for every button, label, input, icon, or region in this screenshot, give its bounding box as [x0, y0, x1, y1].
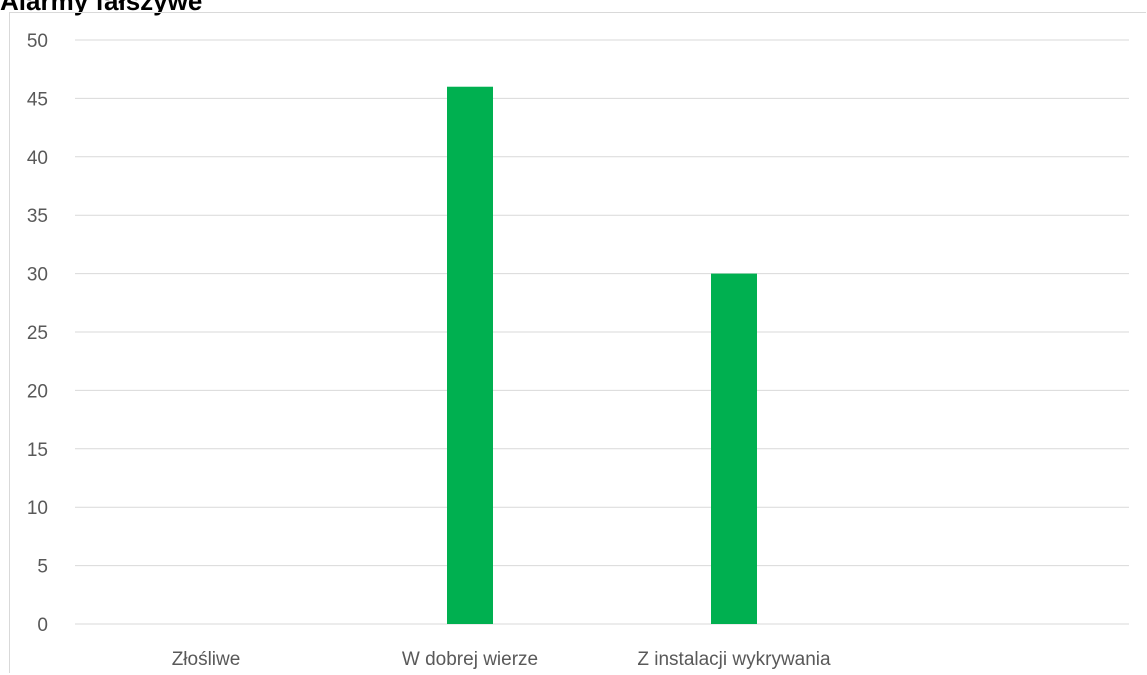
y-tick-label: 50 — [27, 31, 48, 52]
chart-frame — [9, 12, 1146, 673]
y-tick-label: 25 — [27, 323, 48, 344]
x-category-label: Złośliwe — [172, 649, 241, 670]
y-tick-label: 45 — [27, 89, 48, 110]
y-tick-label: 0 — [37, 615, 48, 636]
y-tick-label: 15 — [27, 440, 48, 461]
y-tick-label: 35 — [27, 206, 48, 227]
y-tick-label: 30 — [27, 265, 48, 286]
bar — [447, 86, 493, 625]
x-category-label: Z instalacji wykrywania — [637, 649, 831, 670]
y-tick-label: 10 — [27, 498, 48, 519]
y-tick-label: 5 — [37, 557, 48, 578]
y-tick-label: 20 — [27, 381, 48, 402]
x-category-label: W dobrej wierze — [402, 649, 538, 670]
bar — [711, 273, 757, 624]
y-tick-label: 40 — [27, 148, 48, 169]
